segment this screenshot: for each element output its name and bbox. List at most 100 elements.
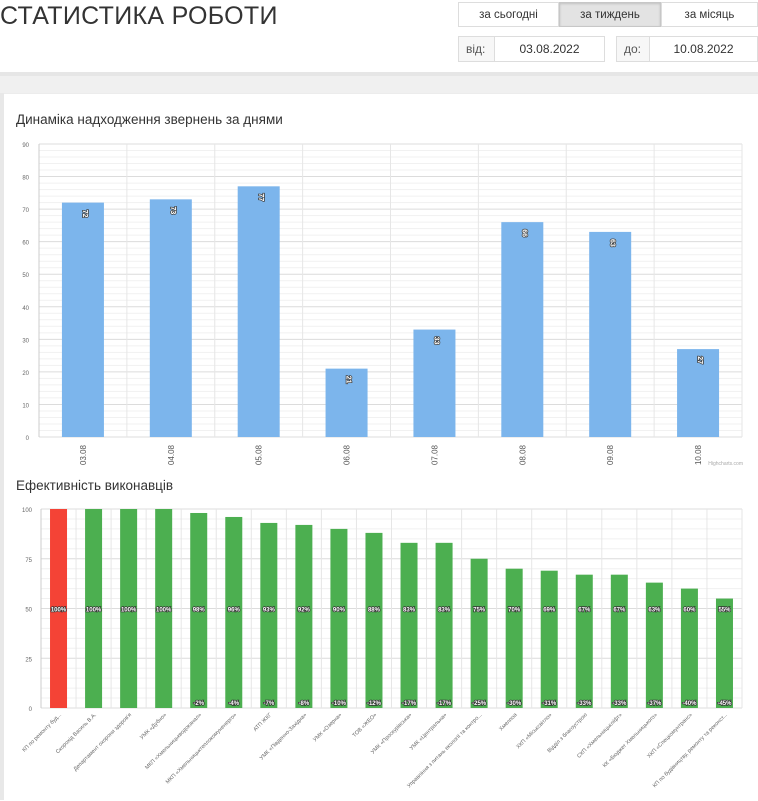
- page-title: СТАТИСТИКА РОБОТИ: [0, 2, 278, 30]
- bar: [589, 231, 632, 437]
- y-tick-label: 80: [22, 176, 29, 182]
- x-tick-label: Хмелпоа: [498, 712, 519, 733]
- x-tick-label: 09.08: [606, 444, 615, 465]
- bar-data-label: 72: [81, 210, 88, 218]
- x-tick-label: 08.08: [518, 444, 527, 465]
- y-tick-label: 30: [22, 338, 29, 344]
- bar: [575, 574, 593, 708]
- x-tick-label: УМК «Центральна»: [409, 712, 449, 752]
- bar: [715, 598, 733, 708]
- y-tick-label: 50: [22, 273, 29, 279]
- bar-delta-label: -7%: [263, 701, 274, 707]
- bar-data-label: 83%: [438, 608, 451, 614]
- bar: [61, 202, 104, 437]
- bar-delta-label: -40%: [682, 701, 697, 707]
- y-tick-label: 75: [25, 558, 32, 564]
- bar-data-label: 33: [433, 337, 440, 345]
- bar-data-label: 67%: [578, 608, 591, 614]
- bar: [645, 582, 663, 708]
- bar: [237, 186, 280, 437]
- chart1-title: Динаміка надходження звернень за днями: [16, 112, 283, 127]
- y-tick-label: 20: [22, 371, 29, 377]
- bar-delta-label: -30%: [507, 701, 522, 707]
- y-tick-label: 100: [22, 508, 33, 514]
- bar-delta-label: -10%: [332, 701, 347, 707]
- tab-week[interactable]: за тиждень: [559, 2, 661, 27]
- x-tick-label: ТОВ «ЖЕО»: [352, 712, 379, 739]
- bar-data-label: 75%: [473, 608, 486, 614]
- content-gap: [0, 76, 758, 93]
- bar: [225, 516, 243, 708]
- x-tick-label: УМК «Дубно»: [139, 712, 168, 741]
- date-to-value[interactable]: 10.08.2022: [673, 42, 734, 56]
- bar-data-label: 60%: [683, 608, 696, 614]
- bar: [149, 199, 192, 437]
- bar-delta-label: -12%: [367, 701, 382, 707]
- bar-data-label: 88%: [368, 608, 381, 614]
- bar-delta-label: -25%: [472, 701, 487, 707]
- chart2-title: Ефективність виконавців: [16, 478, 174, 493]
- daily-requests-chart: 0 10 20 30 40 50 60 70 80 90 72 03.08 73 04.08 77 05.08…: [22, 143, 743, 467]
- y-tick-label: 50: [25, 608, 32, 614]
- bar-data-label: 100%: [121, 608, 137, 614]
- x-tick-label: УМК «Озерна»: [312, 712, 343, 743]
- header-divider: [0, 72, 758, 76]
- bar-delta-label: -17%: [402, 701, 417, 707]
- bar-data-label: 55%: [718, 608, 731, 614]
- x-tick-label: КП по будівництву, ремонту та реконст...: [652, 712, 729, 789]
- x-tick-label: 06.08: [343, 444, 352, 465]
- y-tick-label: 10: [22, 403, 29, 409]
- x-tick-label: АТП ЖКГ: [252, 712, 273, 733]
- bar: [680, 588, 698, 708]
- bar: [413, 329, 456, 437]
- date-from-field[interactable]: від: 03.08.2022: [458, 36, 605, 62]
- bar-delta-label: -37%: [647, 701, 662, 707]
- bar-delta-label: -2%: [193, 701, 204, 707]
- bar-data-label: 70%: [508, 608, 521, 614]
- bar-data-label: 63: [608, 239, 615, 247]
- x-tick-label: 07.08: [430, 444, 439, 465]
- bar-data-label: 100%: [86, 608, 102, 614]
- x-tick-label: КП по ремонту буд...: [22, 712, 64, 754]
- bar: [120, 509, 138, 708]
- bar-data-label: 69%: [543, 608, 556, 614]
- bar: [260, 522, 278, 708]
- bar-data-label: 67%: [613, 608, 626, 614]
- bar-data-label: 27: [696, 356, 703, 364]
- bar-delta-label: -45%: [717, 701, 732, 707]
- bar: [295, 524, 313, 708]
- bar: [540, 570, 558, 708]
- bar-data-label: 93%: [263, 608, 276, 614]
- date-from-value[interactable]: 03.08.2022: [519, 42, 580, 56]
- x-tick-label: 04.08: [167, 444, 176, 465]
- bar-delta-label: -17%: [437, 701, 452, 707]
- bar: [501, 222, 544, 437]
- x-tick-label: Управління з питань екології та контро..…: [406, 712, 483, 789]
- bar: [505, 568, 523, 708]
- x-tick-label: МКП «Хмельницьктеплокомуненерго»: [165, 712, 238, 785]
- bar: [155, 509, 173, 708]
- bar-delta-label: -4%: [228, 701, 239, 707]
- bar-data-label: 98%: [193, 608, 206, 614]
- bar-delta-label: -33%: [577, 701, 592, 707]
- bar-data-label: 83%: [403, 608, 416, 614]
- bar-data-label: 77: [257, 193, 264, 201]
- tab-today[interactable]: за сьогодні: [458, 2, 559, 27]
- bar: [330, 528, 348, 708]
- date-to-label: до:: [617, 37, 650, 61]
- bar-delta-label: -33%: [612, 701, 627, 707]
- bar: [325, 368, 368, 437]
- bar-data-label: 21: [345, 376, 352, 384]
- x-tick-label: 10.08: [694, 444, 703, 465]
- y-tick-label: 60: [22, 241, 29, 247]
- bar-data-label: 90%: [333, 608, 346, 614]
- tab-month[interactable]: за місяць: [661, 2, 758, 27]
- x-tick-label: 03.08: [79, 444, 88, 465]
- bar-delta-label: -8%: [299, 701, 310, 707]
- bar: [85, 509, 103, 708]
- bar-data-label: 100%: [156, 608, 172, 614]
- x-tick-label: МКП «Хмельницькводоканал»: [144, 712, 203, 771]
- bar-data-label: 73: [169, 206, 176, 214]
- date-to-field[interactable]: до: 10.08.2022: [616, 36, 758, 62]
